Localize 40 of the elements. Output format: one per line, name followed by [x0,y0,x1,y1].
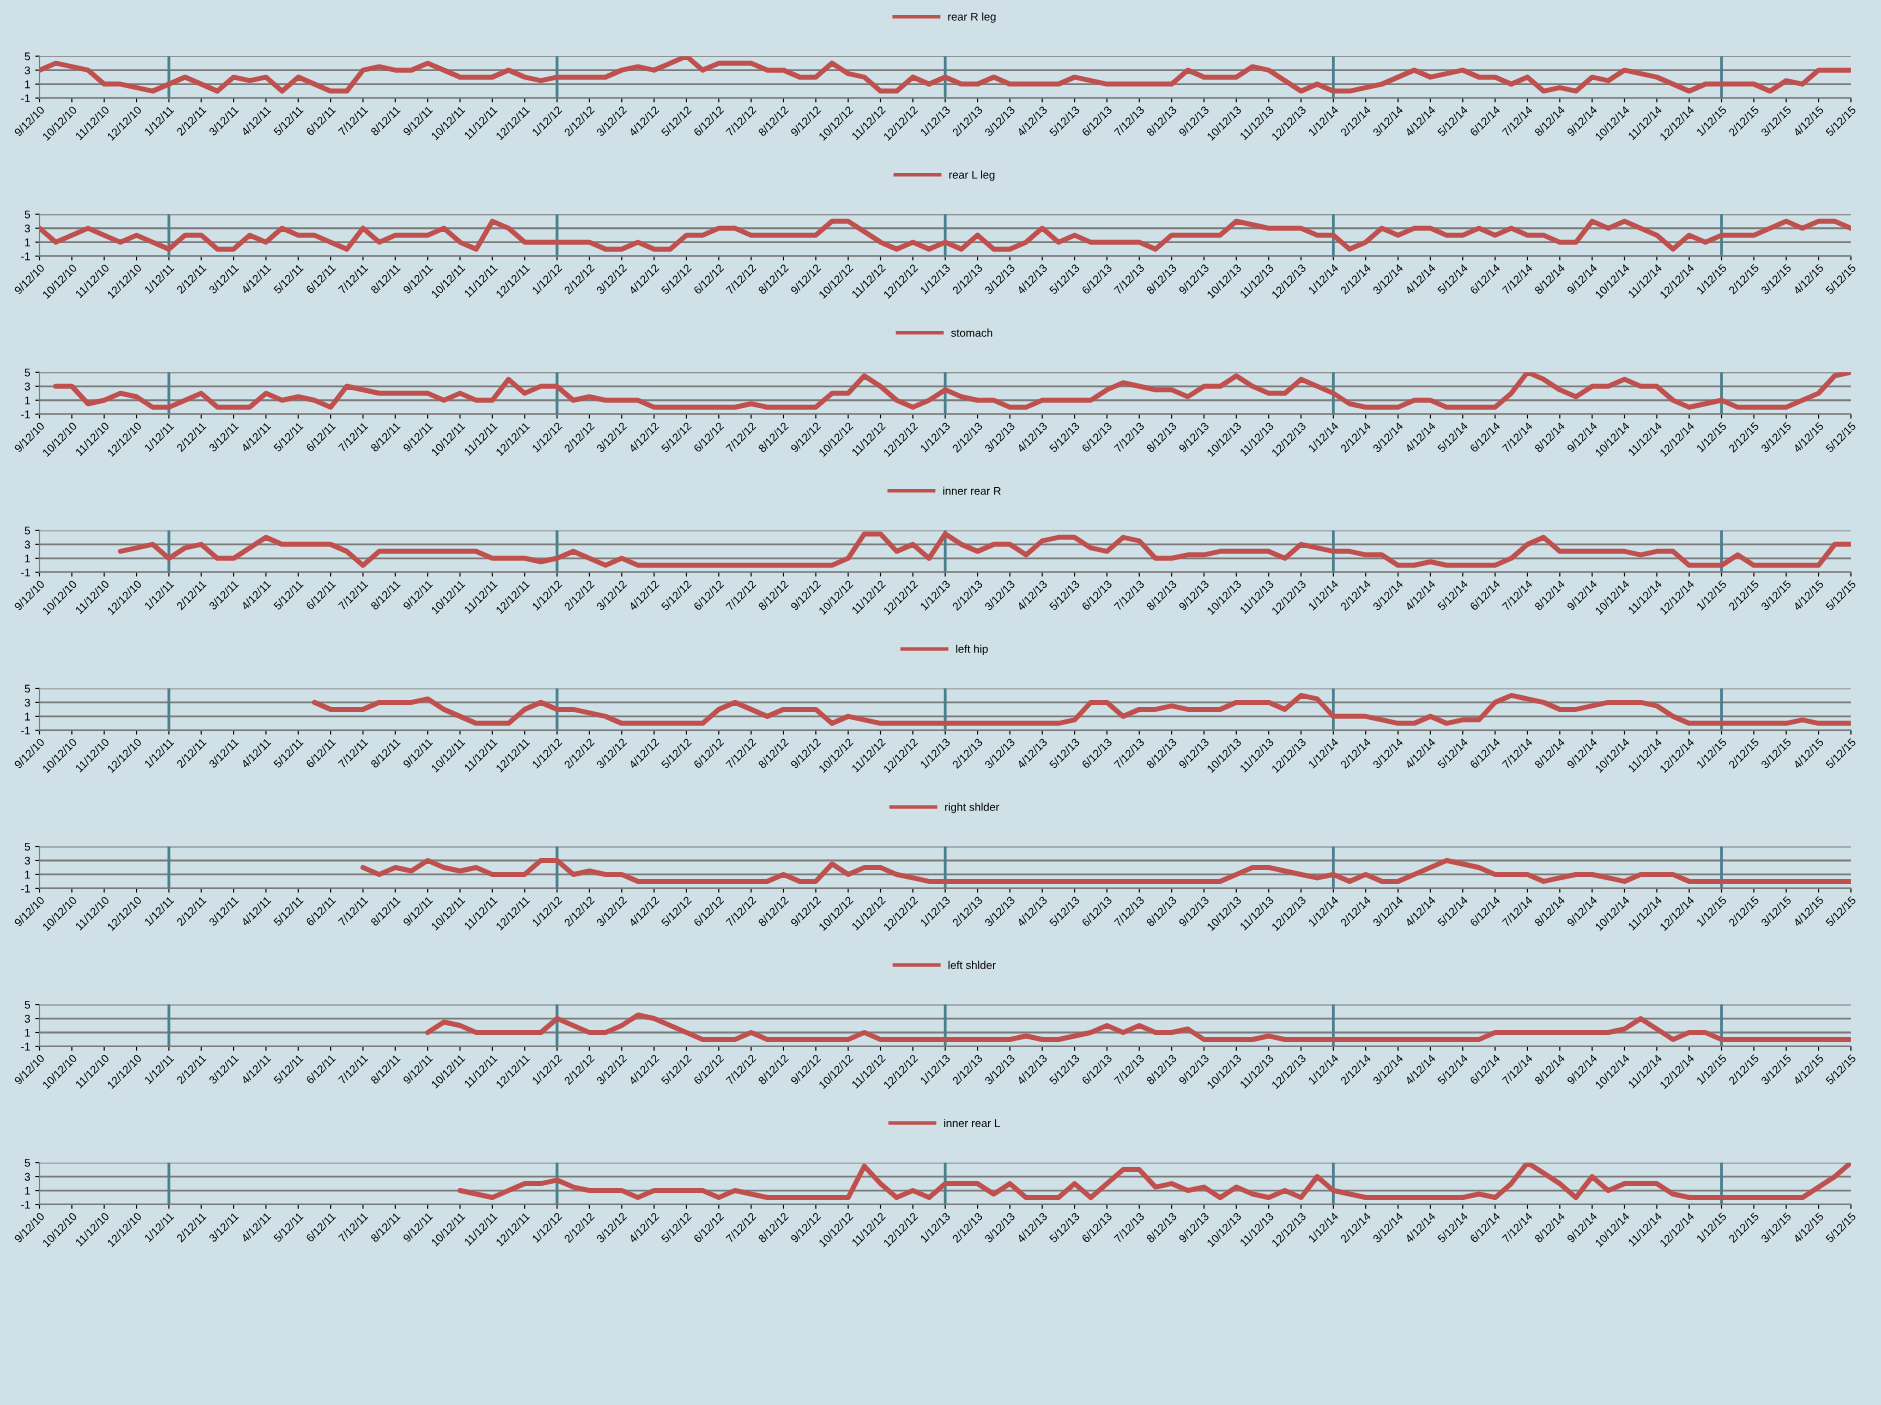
y-tick-label: 5 [24,526,31,535]
y-tick-label: 3 [24,856,30,865]
y-tick-label: 5 [24,1000,31,1009]
legend-label: inner rear L [944,1118,1000,1128]
y-tick-label: -1 [21,94,30,103]
y-tick-label: 3 [24,698,30,707]
y-tick-label: 3 [24,382,30,391]
y-tick-label: 1 [25,1186,30,1195]
y-tick-label: 3 [24,224,30,233]
y-tick-label: 3 [24,1172,30,1181]
y-tick-label: -1 [21,252,30,261]
y-tick-label: -1 [21,568,30,577]
y-tick-label: 1 [25,1028,30,1037]
y-tick-label: 1 [25,238,30,247]
y-tick-label: 3 [24,1014,30,1023]
y-tick-label: -1 [21,884,30,893]
y-tick-label: 3 [24,540,30,549]
y-tick-label: -1 [21,410,30,419]
y-tick-label: 5 [24,1159,31,1167]
y-tick-label: -1 [21,1200,30,1209]
y-tick-label: 5 [24,52,31,61]
legend-label: right shlder [945,802,1000,814]
legend-label: left shlder [948,960,996,970]
y-tick-label: 5 [24,842,31,851]
y-tick-label: 1 [25,870,30,879]
y-tick-label: 1 [25,712,30,721]
legend-label: rear L leg [949,170,995,181]
legend-label: left hip [956,644,988,656]
y-tick-label: 1 [25,80,30,89]
y-tick-label: 5 [24,210,31,219]
y-tick-label: 5 [24,368,31,377]
y-tick-label: 5 [24,684,31,693]
y-tick-label: -1 [21,726,30,735]
y-tick-label: 1 [25,396,30,405]
legend-label: rear R leg [948,12,996,23]
y-tick-label: 1 [25,554,30,563]
legend-label: stomach [951,328,993,337]
y-tick-label: 3 [24,66,30,75]
legend-label: inner rear R [943,486,1001,495]
y-tick-label: -1 [21,1042,30,1051]
